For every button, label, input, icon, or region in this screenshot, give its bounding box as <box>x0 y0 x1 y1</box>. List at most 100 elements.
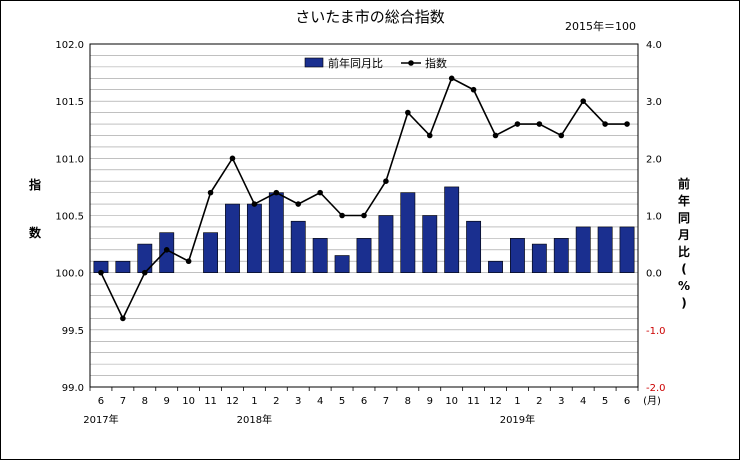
x-tick-label: 8 <box>405 396 411 407</box>
index-point <box>251 201 258 207</box>
index-point <box>295 201 302 207</box>
bar <box>246 203 262 273</box>
left-tick-label: 101.0 <box>55 154 84 165</box>
left-tick-label: 100.0 <box>55 269 84 280</box>
legend: 前年同月比 指数 <box>304 56 447 70</box>
bar <box>356 238 372 273</box>
year-label: 2017年 <box>83 413 118 426</box>
right-tick-label: 3.0 <box>646 97 662 108</box>
legend-line-label: 指数 <box>425 56 447 70</box>
index-point <box>405 109 411 116</box>
right-axis-label: 前年同月比(%) <box>677 177 691 310</box>
legend-bar-label: 前年同月比 <box>328 56 383 70</box>
x-tick-label: 7 <box>120 396 126 407</box>
x-tick-label: 6 <box>98 396 104 407</box>
x-tick-label: 8 <box>142 396 148 407</box>
index-point <box>361 212 367 219</box>
bar <box>203 232 218 273</box>
index-point <box>163 247 170 253</box>
index-point <box>142 269 148 276</box>
x-tick-label: 5 <box>339 396 345 407</box>
bar <box>466 220 482 273</box>
x-tick-label: 11 <box>204 396 217 407</box>
bar <box>619 226 635 273</box>
right-tick-label: 1.0 <box>646 212 662 223</box>
year-label: 2019年 <box>500 413 535 426</box>
x-tick-label: 3 <box>295 396 301 407</box>
index-point <box>602 121 608 127</box>
index-point <box>98 269 104 276</box>
year-label: 2018年 <box>237 413 272 426</box>
index-point <box>207 189 214 196</box>
bar <box>510 238 525 273</box>
x-tick-label: 11 <box>467 396 480 407</box>
left-tick-label: 101.5 <box>55 97 84 108</box>
bar <box>488 260 503 273</box>
legend-bar-swatch <box>304 57 324 68</box>
label-layer: 99.099.5100.0100.5101.0101.5102.0-2.0-1.… <box>55 40 665 426</box>
x-tick-label: 9 <box>427 396 433 407</box>
chart-title: さいたま市の総合指数 <box>295 8 445 26</box>
bar <box>422 215 438 273</box>
bar <box>575 226 591 273</box>
x-tick-label: 4 <box>580 396 586 407</box>
left-axis-label: 指数 <box>28 178 41 240</box>
bar <box>444 186 460 273</box>
right-tick-label: -1.0 <box>646 326 666 337</box>
index-point <box>448 75 455 82</box>
index-point <box>492 132 499 139</box>
index-point <box>229 155 236 162</box>
x-tick-label: 12 <box>489 396 502 407</box>
index-point <box>470 86 477 93</box>
x-tick-label: 10 <box>182 396 195 407</box>
x-tick-label: 1 <box>251 396 257 407</box>
x-tick-label: 12 <box>226 396 239 407</box>
index-point <box>339 212 345 219</box>
x-tick-label: 7 <box>383 396 389 407</box>
x-tick-label: 4 <box>317 396 323 407</box>
bar <box>400 192 416 273</box>
index-point <box>580 98 586 104</box>
bar <box>225 203 240 273</box>
left-tick-label: 99.5 <box>62 326 84 337</box>
base-year-note: 2015年＝100 <box>565 20 636 33</box>
bar <box>268 192 284 273</box>
bar <box>378 215 394 273</box>
index-point <box>383 178 389 184</box>
x-tick-label: 6 <box>624 396 630 407</box>
left-tick-label: 102.0 <box>55 40 84 51</box>
index-point <box>317 189 323 196</box>
x-tick-label: 1 <box>514 396 520 407</box>
index-point <box>558 132 565 139</box>
index-point <box>426 132 433 139</box>
bar <box>290 220 306 273</box>
bar <box>553 238 569 273</box>
bar <box>597 226 613 273</box>
right-tick-label: 2.0 <box>646 154 662 165</box>
right-tick-label: 0.0 <box>646 269 662 280</box>
left-tick-label: 99.0 <box>62 383 84 394</box>
right-tick-label: -2.0 <box>646 383 666 394</box>
index-point <box>185 258 192 265</box>
bar <box>115 260 131 273</box>
index-point <box>273 189 280 196</box>
legend-line-marker <box>408 60 414 66</box>
bar <box>531 243 547 273</box>
x-tick-label: 6 <box>361 396 367 407</box>
x-tick-label: 9 <box>164 396 170 407</box>
plot-border <box>89 43 639 388</box>
index-point <box>120 315 126 322</box>
left-tick-label: 100.5 <box>55 212 84 223</box>
line-layer <box>98 75 630 322</box>
x-unit-label: (月) <box>643 395 661 407</box>
x-tick-label: 2 <box>536 396 542 407</box>
right-tick-label: 4.0 <box>646 40 662 51</box>
x-tick-label: 2 <box>273 396 279 407</box>
axis-layer <box>89 43 639 391</box>
x-tick-label: 5 <box>602 396 608 407</box>
bar <box>312 238 328 273</box>
index-point <box>536 121 543 127</box>
x-tick-label: 10 <box>445 396 458 407</box>
index-point <box>624 121 630 127</box>
